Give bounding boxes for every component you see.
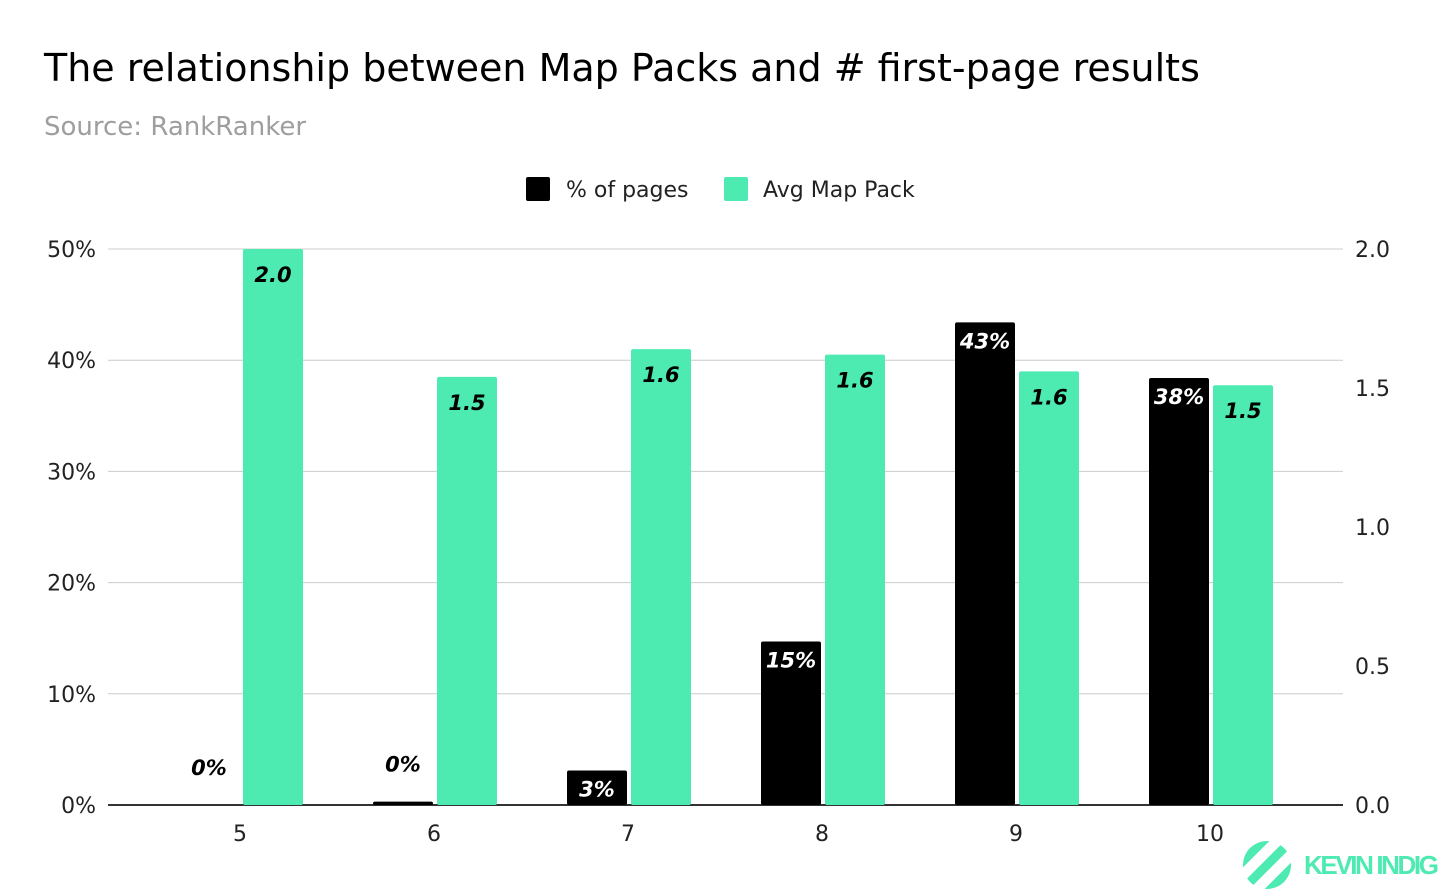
right-tick-label: 0.5 xyxy=(1355,655,1390,680)
bar-pct-pages xyxy=(1149,377,1209,805)
data-label-pct-pages: 0% xyxy=(385,753,421,777)
data-label-pct-pages: 43% xyxy=(959,329,1010,353)
bar-avg-map-pack xyxy=(437,376,497,805)
logo-stripe xyxy=(1247,845,1291,889)
data-label-avg-map-pack: 1.5 xyxy=(448,391,485,415)
bar-pct-pages xyxy=(567,770,627,805)
left-tick-label: 0% xyxy=(61,794,96,819)
x-tick-label: 9 xyxy=(1009,822,1023,847)
bar-avg-map-pack xyxy=(243,249,303,805)
x-tick-label: 8 xyxy=(815,822,829,847)
x-tick-label: 5 xyxy=(233,822,247,847)
logo-stripe xyxy=(1243,841,1287,885)
right-tick-label: 2.0 xyxy=(1355,238,1390,263)
logo-text: KEVIN INDIG xyxy=(1304,850,1439,880)
data-label-pct-pages: 38% xyxy=(1154,385,1204,409)
kevin-indig-logo: KEVIN INDIG xyxy=(1243,841,1439,889)
data-label-pct-pages: 3% xyxy=(579,778,615,802)
right-tick-label: 0.0 xyxy=(1355,794,1390,819)
left-tick-label: 10% xyxy=(47,683,96,708)
left-tick-label: 20% xyxy=(47,572,96,597)
data-label-avg-map-pack: 1.5 xyxy=(1224,399,1261,423)
data-label-pct-pages: 0% xyxy=(191,756,227,780)
legend-swatch-pct-pages xyxy=(526,177,550,201)
bar-pct-pages xyxy=(373,801,433,805)
x-tick-label: 7 xyxy=(621,822,635,847)
left-tick-label: 50% xyxy=(47,238,96,263)
left-tick-label: 30% xyxy=(47,460,96,485)
left-tick-label: 40% xyxy=(47,349,96,374)
legend-label-pct-pages: % of pages xyxy=(566,178,689,203)
x-tick-label: 6 xyxy=(427,822,441,847)
x-tick-label: 10 xyxy=(1196,822,1224,847)
bar-avg-map-pack xyxy=(1019,371,1079,805)
legend-swatch-avg-map-pack xyxy=(724,177,748,201)
chart-subtitle: Source: RankRanker xyxy=(44,112,307,142)
data-label-avg-map-pack: 1.6 xyxy=(642,363,679,387)
right-tick-label: 1.0 xyxy=(1355,516,1390,541)
bar-pct-pages xyxy=(955,322,1015,805)
right-tick-label: 1.5 xyxy=(1355,377,1390,402)
chart-title: The relationship between Map Packs and #… xyxy=(44,46,1200,90)
bar-avg-map-pack xyxy=(631,349,691,805)
bar-avg-map-pack xyxy=(825,354,885,805)
bar-pct-pages xyxy=(761,641,821,805)
data-label-pct-pages: 15% xyxy=(766,649,816,673)
legend-label-avg-map-pack: Avg Map Pack xyxy=(763,178,915,203)
data-label-avg-map-pack: 1.6 xyxy=(836,369,873,393)
bar-avg-map-pack xyxy=(1213,385,1273,805)
data-label-avg-map-pack: 1.6 xyxy=(1030,385,1067,409)
data-label-avg-map-pack: 2.0 xyxy=(254,263,291,287)
